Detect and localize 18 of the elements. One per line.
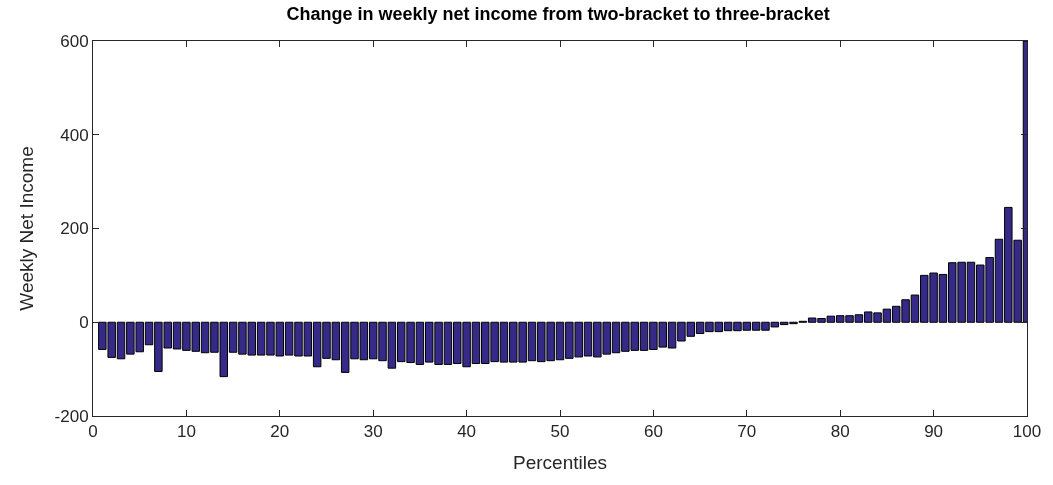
- y-tick-label: 0: [79, 313, 89, 333]
- y-tick-label: 600: [60, 31, 89, 51]
- y-tick-label: 400: [60, 125, 89, 145]
- x-tick-label: 20: [270, 422, 290, 442]
- chart-title: Change in weekly net income from two-bracket to three-bracket: [286, 3, 830, 24]
- x-tick-label: 70: [737, 422, 757, 442]
- y-axis-title: Weekly Net Income: [16, 146, 38, 311]
- x-axis-title: Percentiles: [513, 452, 607, 474]
- y-tick-label: 200: [60, 219, 89, 239]
- x-tick-label: 60: [643, 422, 663, 442]
- y-tick-label: -200: [54, 406, 89, 426]
- x-tick-label: 30: [363, 422, 383, 442]
- x-tick-label: 100: [1012, 422, 1042, 442]
- x-tick-label: 10: [176, 422, 196, 442]
- x-tick-label: 80: [830, 422, 850, 442]
- x-tick-label: 90: [924, 422, 944, 442]
- x-tick-label: 50: [550, 422, 570, 442]
- x-tick-label: 40: [457, 422, 477, 442]
